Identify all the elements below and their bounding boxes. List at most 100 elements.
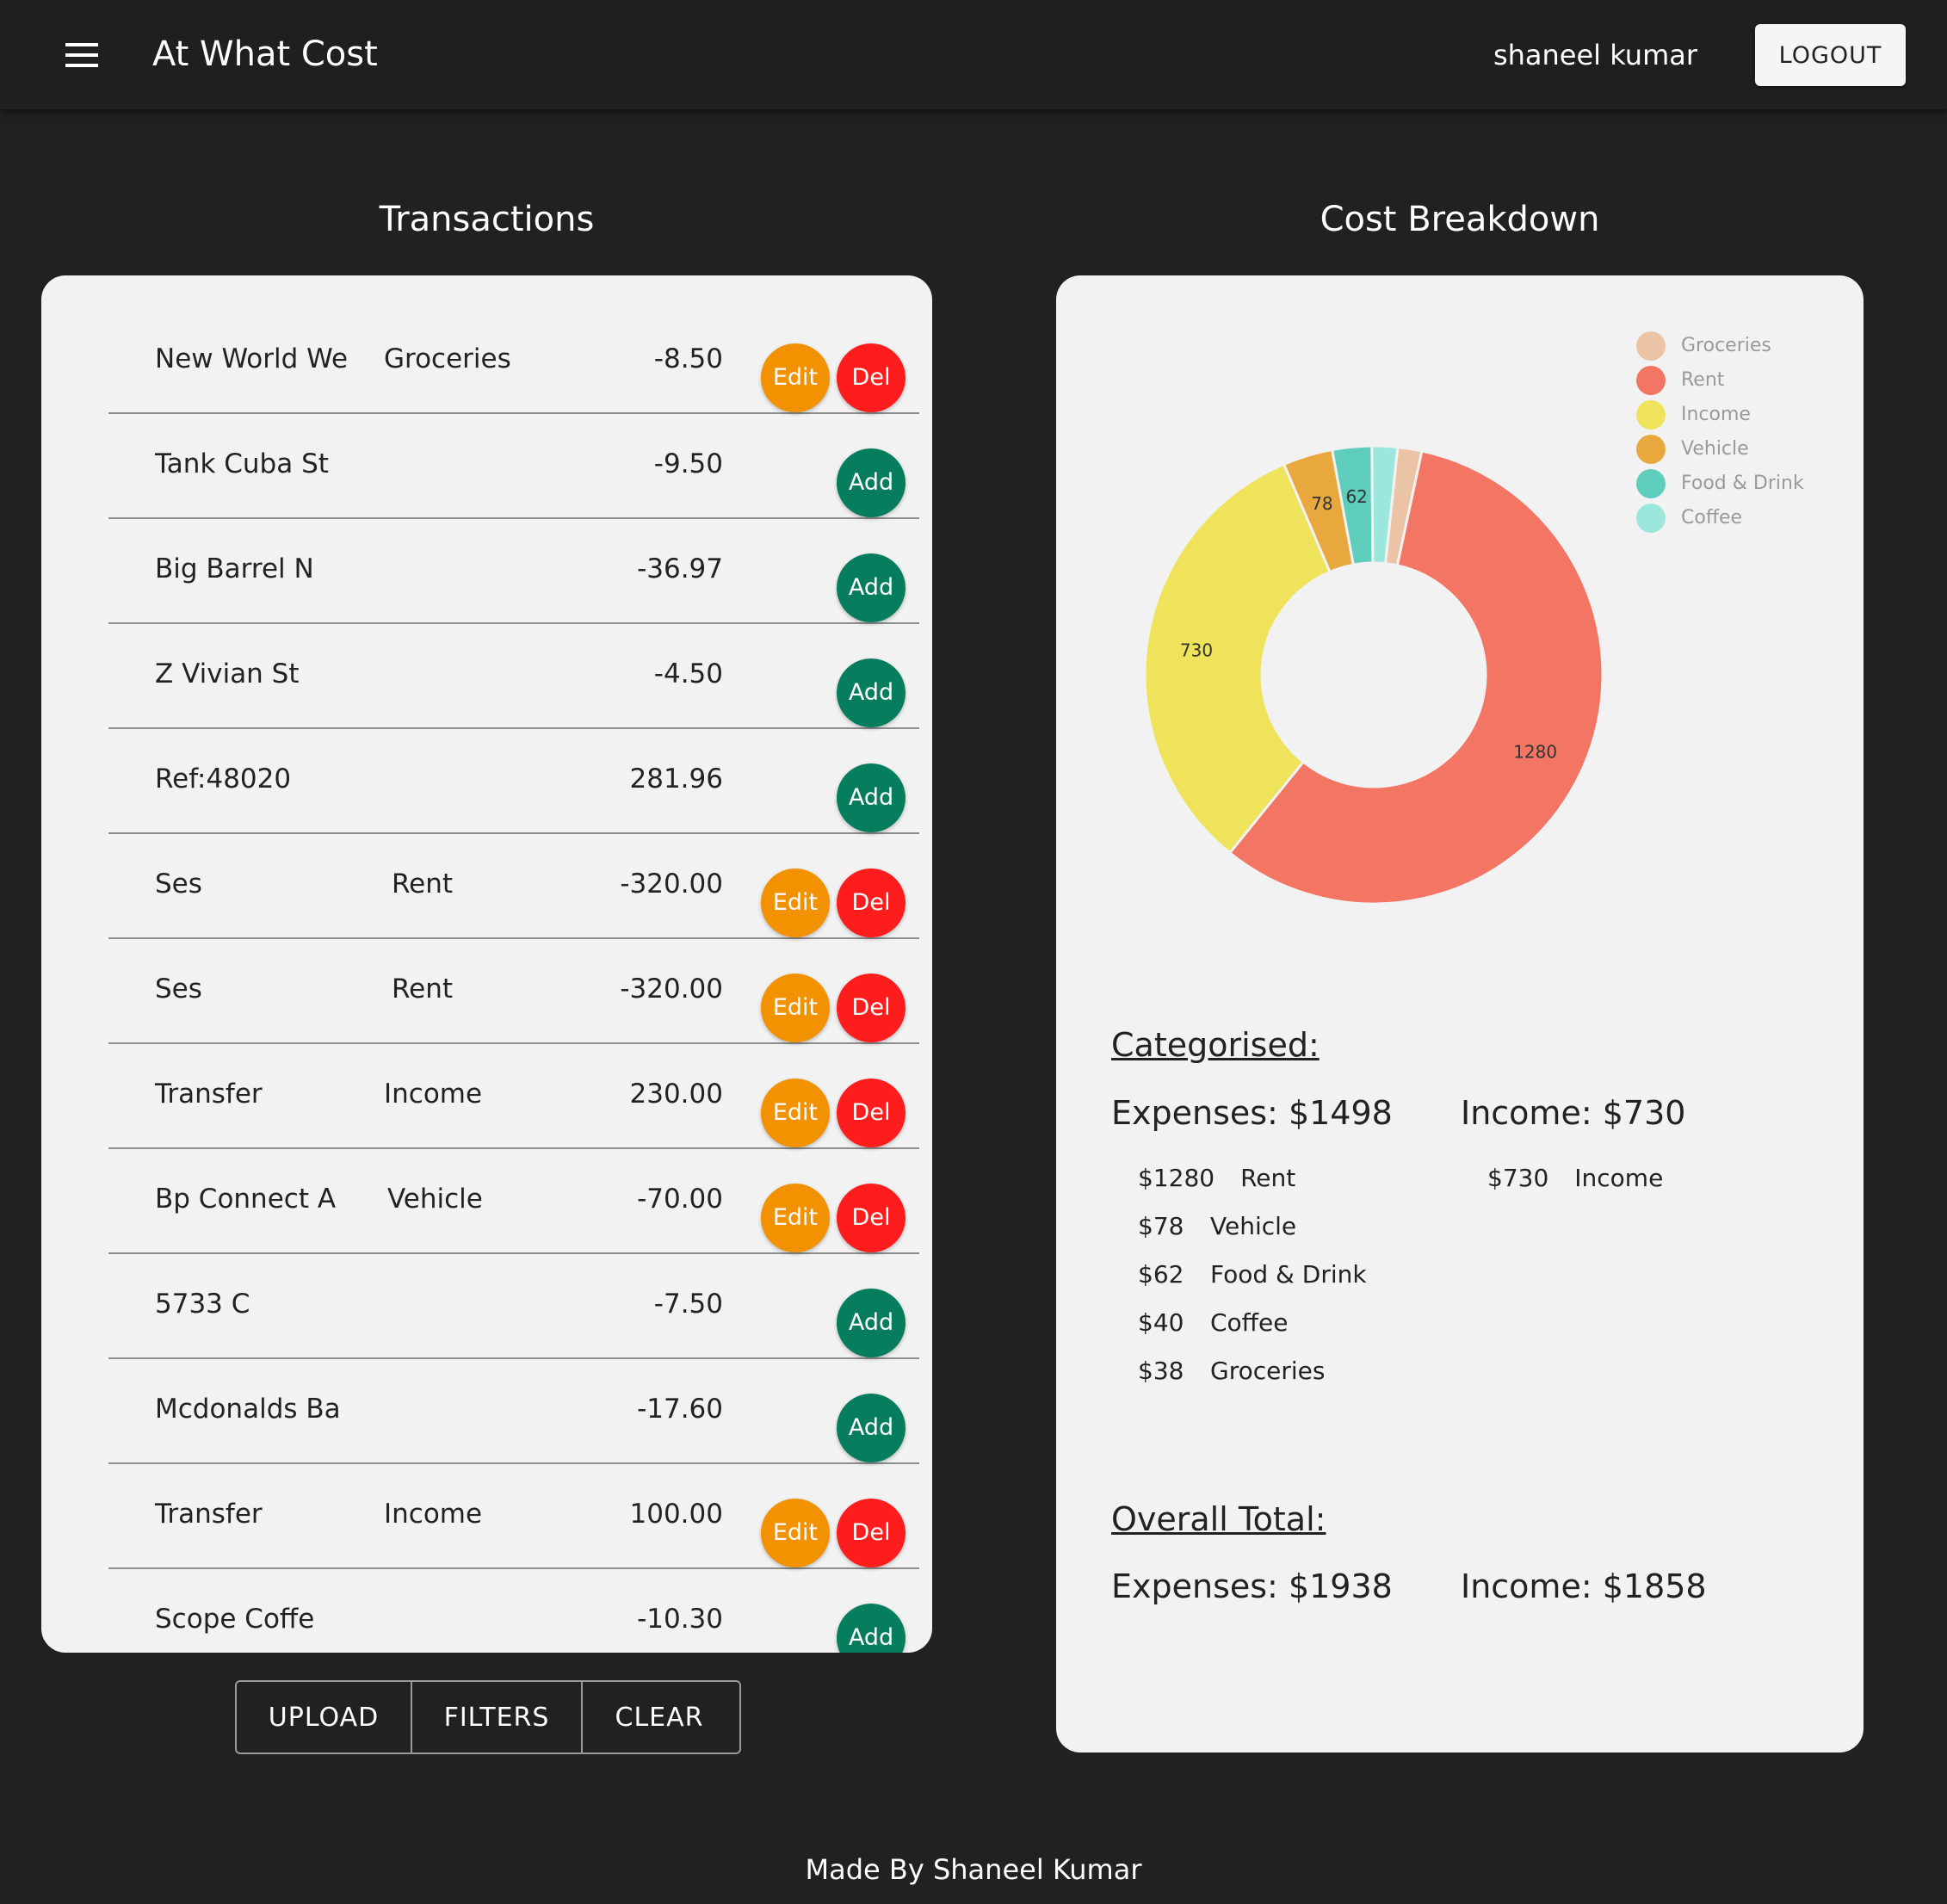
breakdown-amount: $730	[1487, 1164, 1549, 1192]
breakdown-line: $62 Food & Drink	[1138, 1258, 1367, 1292]
legend-swatch	[1636, 331, 1666, 361]
breakdown-category: Groceries	[1210, 1357, 1326, 1385]
transaction-amount: -70.00	[637, 1184, 723, 1215]
transaction-category: Income	[384, 1079, 483, 1110]
breakdown-amount: $62	[1138, 1260, 1184, 1289]
transaction-description: Transfer	[155, 1499, 263, 1530]
add-button[interactable]: Add	[837, 1604, 906, 1653]
transaction-amount: -7.50	[653, 1289, 723, 1320]
donut-slice[interactable]	[1370, 444, 1400, 566]
legend-swatch	[1636, 366, 1666, 395]
transaction-amount: -8.50	[653, 343, 723, 374]
breakdown-category: Rent	[1240, 1164, 1296, 1192]
transaction-description: Scope Coffe	[155, 1604, 315, 1635]
transaction-description: Transfer	[155, 1079, 263, 1110]
transaction-description: Ses	[155, 869, 202, 899]
legend-label: Income	[1681, 404, 1751, 425]
add-button[interactable]: Add	[837, 448, 906, 517]
app-title: At What Cost	[152, 34, 378, 74]
transaction-amount: 100.00	[629, 1499, 723, 1530]
transaction-row: Ses Rent -320.00 Edit Del	[108, 832, 919, 939]
transaction-category: Groceries	[384, 343, 511, 374]
transaction-row: Bp Connect A Vehicle -70.00 Edit Del	[108, 1147, 919, 1254]
transaction-row: 5733 C -7.50 Add	[108, 1252, 919, 1359]
transactions-list[interactable]: New World We Groceries -8.50 Edit Del Tank Cu…	[41, 275, 932, 1653]
user-name: shaneel kumar	[1493, 39, 1697, 71]
transaction-row: Big Barrel N -36.97 Add	[108, 517, 919, 624]
edit-button[interactable]: Edit	[761, 343, 830, 412]
donut-slice[interactable]	[1227, 449, 1604, 906]
add-button[interactable]: Add	[837, 553, 906, 622]
transaction-description: Tank Cuba St	[155, 448, 329, 479]
breakdown-amount: $40	[1138, 1308, 1184, 1337]
legend-swatch	[1636, 469, 1666, 498]
upload-button[interactable]: UPLOAD	[237, 1682, 411, 1753]
donut-data-label: 62	[1345, 486, 1367, 507]
edit-button[interactable]: Edit	[761, 974, 830, 1042]
legend-label: Groceries	[1681, 335, 1771, 356]
legend-label: Food & Drink	[1681, 473, 1804, 494]
breakdown-line: $78 Vehicle	[1138, 1209, 1296, 1244]
categorised-heading: Categorised:	[1111, 1026, 1320, 1064]
clear-button[interactable]: CLEAR	[581, 1682, 736, 1753]
breakdown-amount: $38	[1138, 1357, 1184, 1385]
transaction-category: Vehicle	[387, 1184, 483, 1215]
edit-button[interactable]: Edit	[761, 869, 830, 937]
donut-data-label: 1280	[1513, 742, 1557, 763]
del-button[interactable]: Del	[837, 1079, 906, 1147]
breakdown-category: Income	[1574, 1164, 1664, 1192]
transaction-row: Mcdonalds Ba -17.60 Add	[108, 1357, 919, 1464]
add-button[interactable]: Add	[837, 763, 906, 832]
add-button[interactable]: Add	[837, 658, 906, 727]
filters-button[interactable]: FILTERS	[411, 1682, 581, 1753]
footer-credit: Made By Shaneel Kumar	[805, 1853, 1142, 1886]
cost-breakdown-title: Cost Breakdown	[1320, 200, 1600, 239]
transaction-row: Tank Cuba St -9.50 Add	[108, 412, 919, 519]
add-button[interactable]: Add	[837, 1289, 906, 1357]
cost-breakdown-donut-chart: 1280 730 78 62	[1143, 444, 1604, 906]
donut-data-label: 730	[1180, 640, 1213, 660]
add-button[interactable]: Add	[837, 1394, 906, 1462]
hamburger-menu-icon[interactable]	[65, 43, 98, 67]
transaction-amount: -36.97	[637, 553, 723, 584]
transaction-row: Transfer Income 100.00 Edit Del	[108, 1462, 919, 1569]
transaction-row: New World We Groceries -8.50 Edit Del	[108, 307, 919, 414]
transaction-description: New World We	[155, 343, 349, 374]
logout-button[interactable]: LOGOUT	[1755, 24, 1906, 86]
del-button[interactable]: Del	[837, 1184, 906, 1252]
transaction-description: 5733 C	[155, 1289, 250, 1320]
transaction-amount: -9.50	[653, 448, 723, 479]
transactions-title: Transactions	[379, 200, 595, 239]
transaction-description: Ses	[155, 974, 202, 1005]
transaction-amount: 281.96	[629, 763, 723, 794]
transaction-description: Big Barrel N	[155, 553, 314, 584]
categorised-expenses-total: Expenses: $1498	[1111, 1094, 1393, 1132]
categorised-income-total: Income: $730	[1461, 1094, 1686, 1132]
legend-label: Rent	[1681, 369, 1725, 391]
breakdown-line: $38 Groceries	[1138, 1354, 1325, 1388]
del-button[interactable]: Del	[837, 1499, 906, 1567]
overall-income-total: Income: $1858	[1461, 1567, 1707, 1605]
overall-total-heading: Overall Total:	[1111, 1500, 1326, 1538]
transaction-row: Z Vivian St -4.50 Add	[108, 622, 919, 729]
breakdown-category: Food & Drink	[1210, 1260, 1367, 1289]
donut-slice[interactable]	[1143, 462, 1332, 855]
transaction-category: Rent	[392, 869, 454, 899]
edit-button[interactable]: Edit	[761, 1184, 830, 1252]
transaction-amount: -4.50	[653, 658, 723, 689]
edit-button[interactable]: Edit	[761, 1499, 830, 1567]
legend-swatch	[1636, 400, 1666, 430]
legend-label: Vehicle	[1681, 438, 1749, 460]
breakdown-line: $730 Income	[1487, 1161, 1663, 1196]
breakdown-line: $40 Coffee	[1138, 1306, 1288, 1340]
breakdown-category: Coffee	[1210, 1308, 1289, 1337]
edit-button[interactable]: Edit	[761, 1079, 830, 1147]
del-button[interactable]: Del	[837, 343, 906, 412]
transactions-action-group: UPLOAD FILTERS CLEAR	[235, 1680, 741, 1754]
transaction-category: Rent	[392, 974, 454, 1005]
del-button[interactable]: Del	[837, 974, 906, 1042]
del-button[interactable]: Del	[837, 869, 906, 937]
transaction-category: Income	[384, 1499, 483, 1530]
legend-label: Coffee	[1681, 507, 1743, 529]
transaction-amount: -17.60	[637, 1394, 723, 1425]
